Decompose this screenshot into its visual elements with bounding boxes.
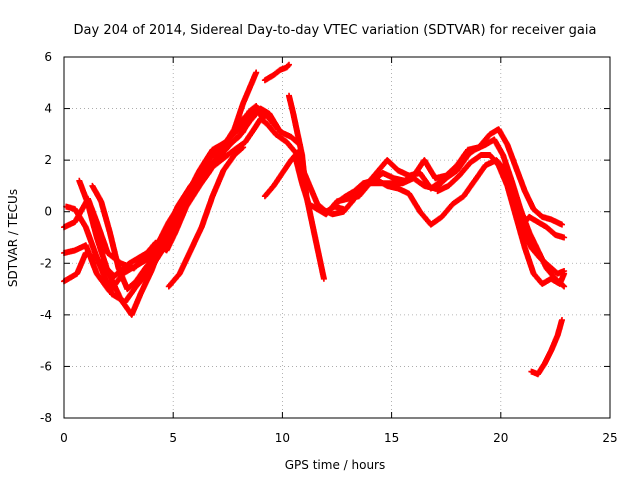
series-track-15	[434, 152, 568, 287]
axis-ticks	[63, 56, 611, 419]
series-track-7	[165, 144, 247, 290]
y-axis-label: SDTVAR / TECUs	[6, 189, 20, 287]
series-marks	[528, 317, 565, 378]
y-tick-label: 2	[44, 153, 52, 167]
series-track-6	[89, 113, 249, 293]
series-marks	[165, 144, 247, 290]
y-tick-label: -4	[40, 308, 52, 322]
series-track-9	[261, 61, 292, 84]
y-tick-label: 6	[44, 50, 52, 64]
y-tick-label: -6	[40, 359, 52, 373]
y-tick-label: 4	[44, 102, 52, 116]
series-marks	[89, 113, 249, 293]
x-tick-label: 5	[169, 431, 177, 445]
x-tick-label: 25	[602, 431, 617, 445]
series-marks	[318, 157, 568, 277]
plot-frame	[63, 56, 611, 419]
y-tick-label: -8	[40, 411, 52, 425]
y-tick-label: 0	[44, 205, 52, 219]
x-tick-label: 20	[493, 431, 508, 445]
series-marks	[434, 152, 568, 287]
y-tick-label: -2	[40, 256, 52, 270]
tick-labels: 0 5 10 15 20 25 -8 -6 -4 -2 0 2 4 6	[40, 50, 618, 445]
x-tick-label: 15	[384, 431, 399, 445]
series-marks	[286, 92, 327, 282]
x-axis-label: GPS time / hours	[285, 458, 386, 472]
series-track-16	[517, 213, 568, 241]
series-marks	[517, 213, 568, 241]
series-track-12	[318, 157, 568, 277]
x-tick-label: 0	[60, 431, 68, 445]
series-marks	[261, 61, 292, 84]
chart-title: Day 204 of 2014, Sidereal Day-to-day VTE…	[74, 23, 597, 38]
x-tick-label: 10	[275, 431, 290, 445]
series-track-17	[528, 317, 565, 378]
series-track-10	[286, 92, 327, 282]
data-marks	[61, 61, 568, 378]
